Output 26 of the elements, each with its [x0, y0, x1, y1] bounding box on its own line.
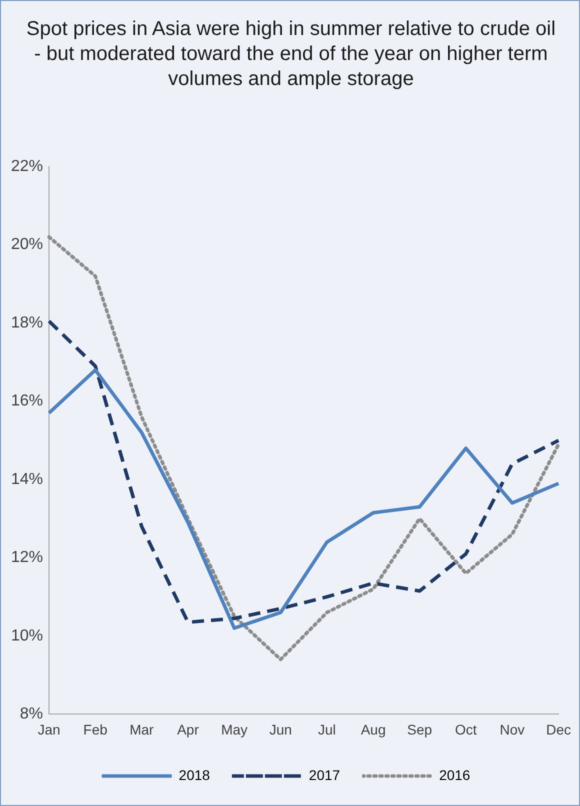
x-tick-label: Mar [130, 721, 154, 738]
x-tick-label: Jun [269, 721, 292, 738]
x-tick-label: Nov [500, 721, 525, 738]
y-tick-label: 16% [10, 392, 44, 410]
x-tick-label: May [221, 721, 248, 738]
legend-label: 2016 [439, 766, 470, 783]
x-tick-label: Oct [455, 721, 477, 738]
x-tick-label: Feb [83, 721, 108, 738]
chart-title: Spot prices in Asia were high in summer relative to crude oil - but moderated toward the end of the year on higher term volumes and ample storage [25, 17, 557, 92]
legend-label: 2017 [308, 766, 340, 783]
y-tick-label: 14% [10, 470, 44, 488]
x-tick-label: Jul [318, 721, 336, 738]
x-tick-label: Sep [407, 721, 432, 738]
x-tick-label: Jan [38, 721, 60, 738]
y-tick-label: 18% [10, 314, 44, 332]
line-series [47, 235, 560, 662]
x-tick-label: Apr [177, 721, 200, 738]
y-tick-label: 12% [10, 549, 44, 566]
legend-label: 2018 [178, 766, 210, 783]
y-tick-label: 20% [10, 236, 44, 254]
y-tick-label: 22% [10, 158, 44, 176]
line-series [47, 319, 560, 624]
x-tick-label: Dec [546, 721, 572, 738]
y-tick-label: 8% [20, 706, 44, 723]
x-tick-label: Aug [360, 721, 386, 738]
y-tick-label: 10% [10, 627, 44, 644]
